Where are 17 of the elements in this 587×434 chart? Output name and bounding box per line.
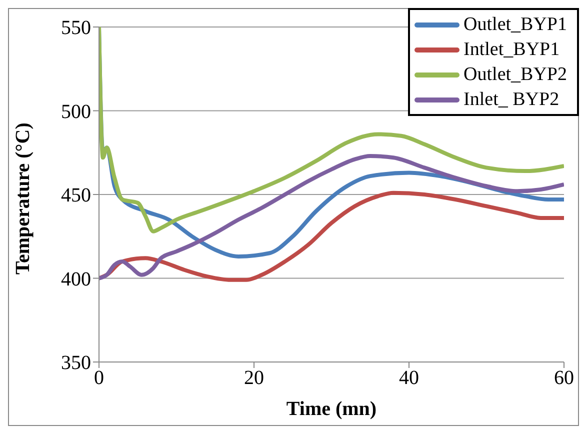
legend-label: Outlet_BYP2 [464, 63, 567, 87]
y-axis-title: Temperature (°C) [12, 122, 34, 274]
legend-label: Intlet_BYP1 [464, 38, 560, 62]
y-tick-label: 550 [61, 17, 91, 40]
x-tick-label: 40 [399, 367, 419, 390]
line-series [99, 154, 564, 280]
x-tick-label: 60 [554, 367, 574, 390]
x-axis-title: Time (mn) [286, 398, 377, 420]
legend-label: Outlet_BYP1 [464, 13, 567, 37]
line-series [99, 190, 564, 282]
y-tick-label: 350 [61, 352, 91, 374]
x-tick-label: 0 [94, 367, 104, 390]
y-tick-label: 500 [61, 100, 91, 123]
y-tick-label: 400 [61, 268, 91, 290]
legend-label: Inlet_ BYP2 [464, 88, 560, 112]
y-tick-label: 450 [61, 184, 91, 207]
x-tick-label: 20 [244, 367, 264, 390]
